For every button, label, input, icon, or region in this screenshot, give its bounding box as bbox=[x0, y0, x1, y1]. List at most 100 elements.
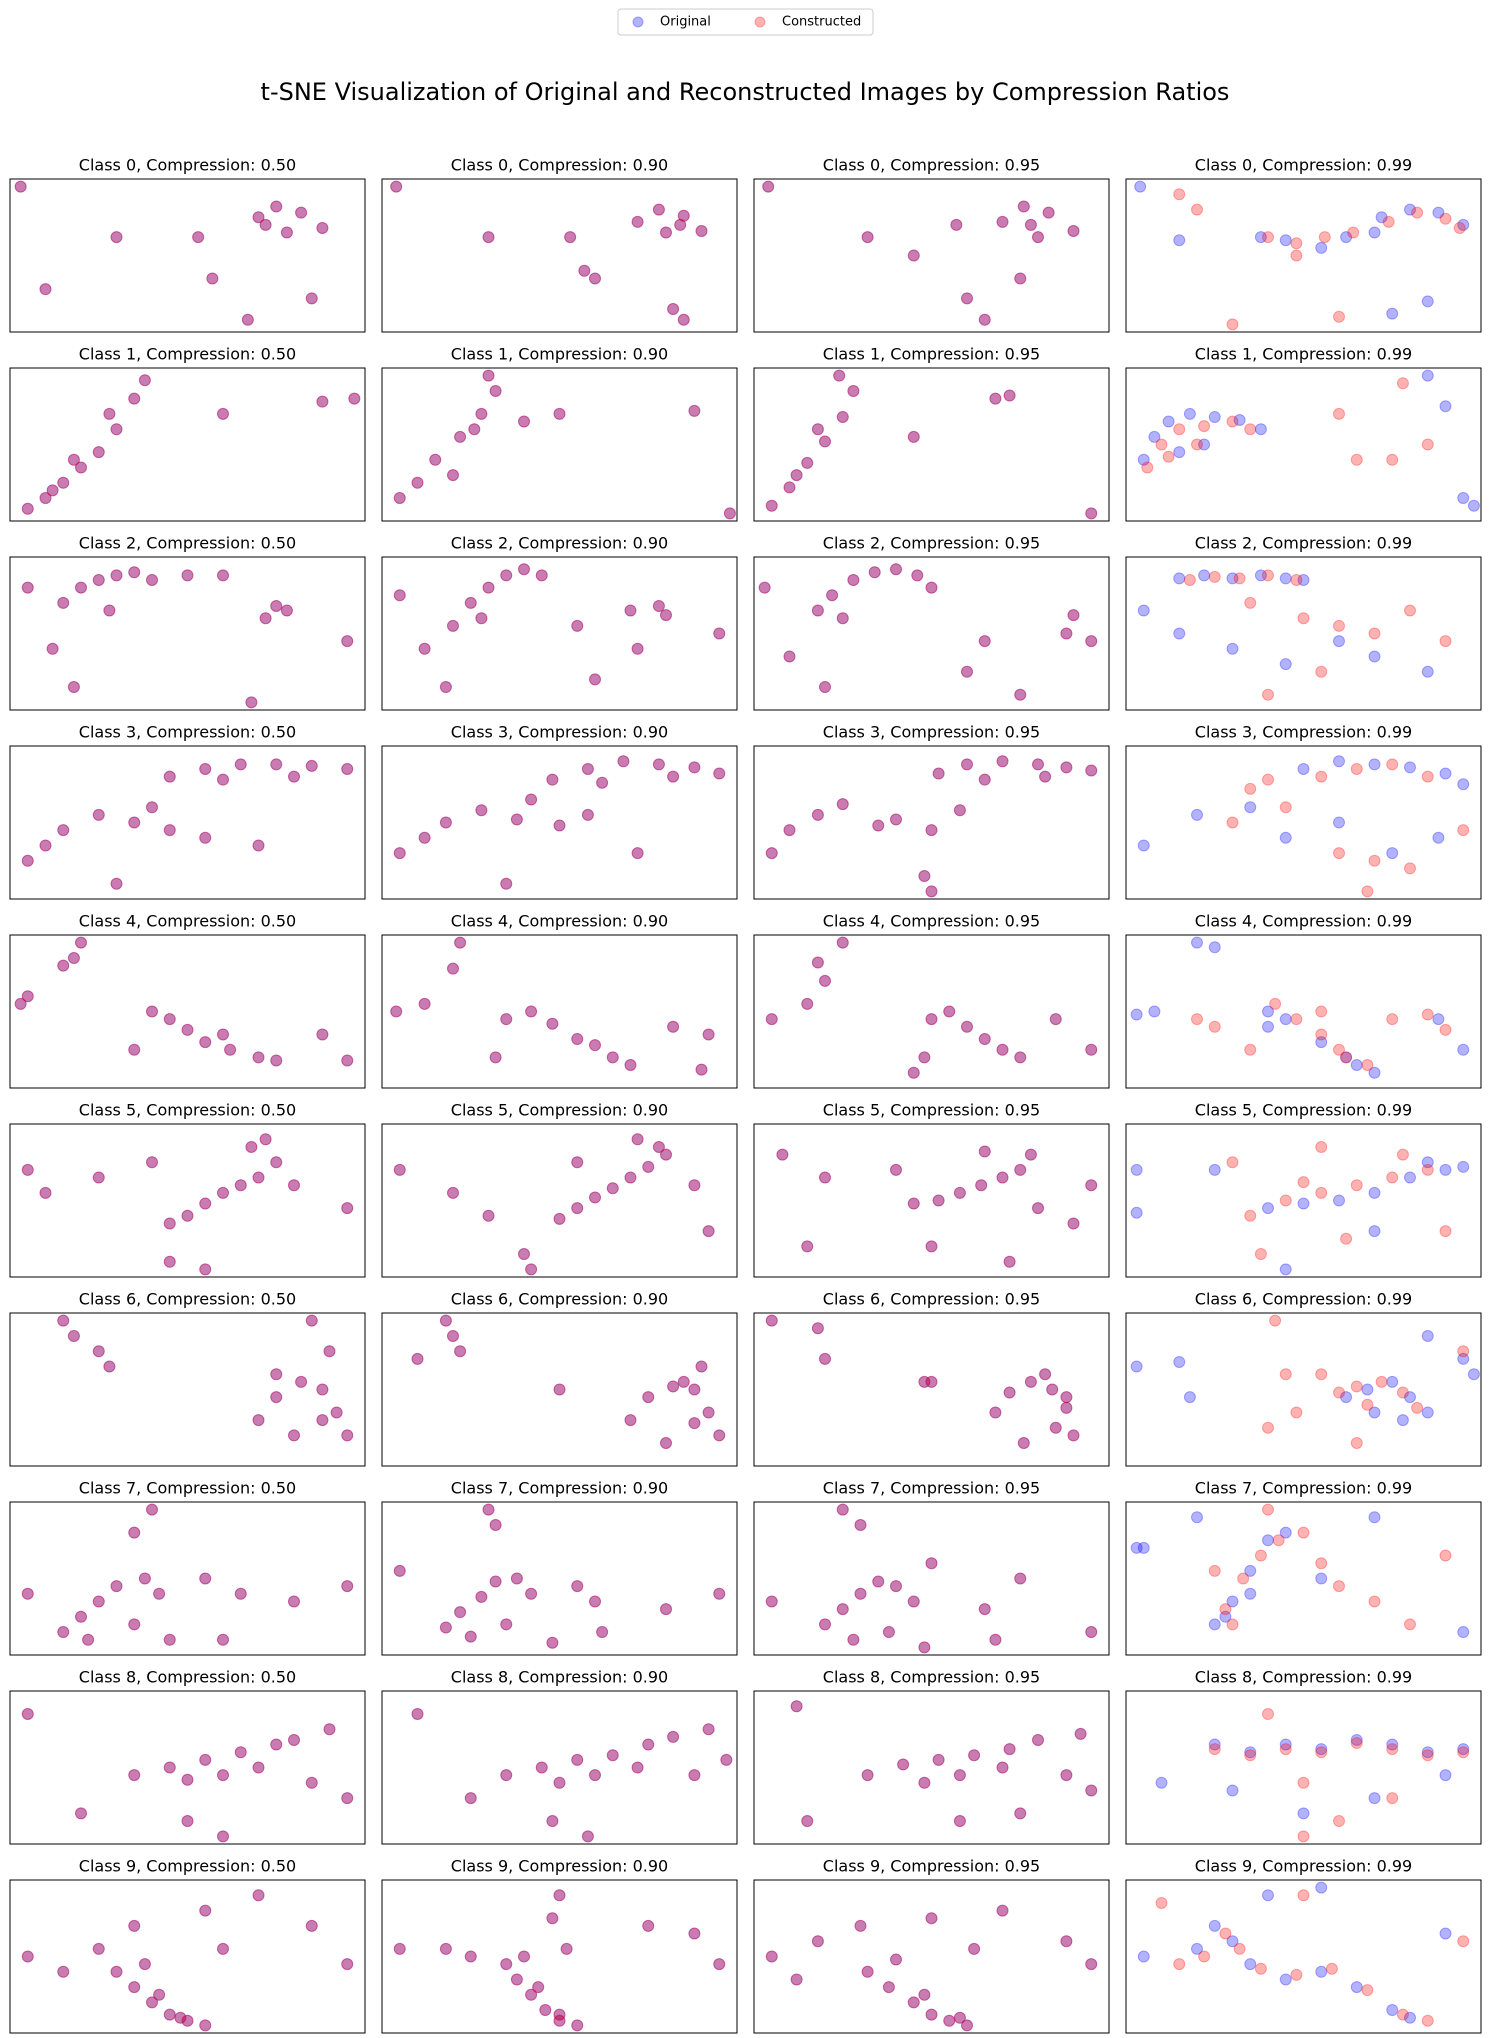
point bbox=[546, 773, 559, 786]
point bbox=[907, 249, 920, 262]
point bbox=[146, 801, 158, 814]
subplot-title: Class 7, Compression: 0.99 bbox=[1195, 1479, 1412, 1498]
point bbox=[1085, 1626, 1098, 1639]
point bbox=[801, 1815, 814, 1828]
point bbox=[174, 2011, 187, 2024]
legend-label: Original bbox=[660, 15, 711, 30]
point bbox=[918, 1776, 931, 1789]
point bbox=[21, 1587, 34, 1600]
point bbox=[1386, 1792, 1399, 1805]
axes-frame bbox=[381, 1312, 738, 1467]
point bbox=[861, 1965, 874, 1978]
subplot-title: Class 8, Compression: 0.50 bbox=[79, 1668, 296, 1687]
point bbox=[652, 203, 665, 216]
point bbox=[482, 1209, 495, 1222]
point bbox=[1262, 688, 1274, 701]
point bbox=[1067, 1429, 1080, 1442]
point bbox=[1039, 1368, 1052, 1381]
point bbox=[259, 1133, 272, 1146]
point bbox=[783, 481, 796, 494]
point bbox=[234, 1587, 247, 1600]
point bbox=[688, 1383, 701, 1396]
point bbox=[560, 1942, 573, 1955]
point bbox=[571, 1580, 584, 1593]
point bbox=[819, 681, 831, 694]
point bbox=[67, 951, 80, 964]
point bbox=[1315, 1005, 1328, 1018]
point bbox=[270, 758, 283, 771]
point bbox=[510, 813, 523, 826]
point bbox=[14, 997, 27, 1010]
point bbox=[163, 1217, 176, 1230]
point bbox=[21, 502, 34, 515]
point bbox=[21, 581, 34, 594]
point bbox=[765, 1595, 778, 1608]
subplot-title: Class 8, Compression: 0.90 bbox=[451, 1668, 668, 1687]
point bbox=[234, 1179, 247, 1192]
point bbox=[525, 1005, 538, 1018]
point bbox=[847, 384, 860, 397]
point bbox=[57, 1965, 70, 1978]
point bbox=[447, 962, 459, 975]
point bbox=[1386, 1171, 1399, 1184]
point bbox=[1254, 1962, 1267, 1975]
point bbox=[943, 1005, 956, 1018]
point bbox=[1396, 1414, 1409, 1427]
point bbox=[393, 589, 406, 602]
point bbox=[1074, 1727, 1087, 1740]
point bbox=[925, 2008, 938, 2021]
point bbox=[688, 1927, 701, 1940]
point bbox=[925, 1013, 938, 1026]
point bbox=[1315, 1036, 1328, 1049]
point bbox=[21, 990, 34, 1003]
point bbox=[882, 1981, 895, 1994]
point bbox=[1060, 1935, 1073, 1948]
point bbox=[1386, 1375, 1399, 1388]
point bbox=[217, 1942, 229, 1955]
point bbox=[181, 1773, 194, 1786]
subplot-title: Class 4, Compression: 0.50 bbox=[79, 912, 296, 931]
point bbox=[1014, 272, 1027, 285]
point bbox=[571, 1202, 584, 1215]
point bbox=[1421, 1156, 1434, 1169]
point bbox=[110, 231, 123, 244]
point bbox=[482, 1503, 495, 1516]
point bbox=[677, 1375, 690, 1388]
point bbox=[1014, 1051, 1027, 1064]
point bbox=[571, 1580, 584, 1593]
point bbox=[1350, 1437, 1363, 1450]
point bbox=[1137, 604, 1150, 617]
point bbox=[1350, 762, 1363, 775]
point bbox=[953, 1815, 966, 1828]
point bbox=[82, 1633, 95, 1646]
point bbox=[390, 180, 403, 193]
point bbox=[826, 589, 839, 602]
point bbox=[181, 2014, 194, 2027]
point bbox=[67, 681, 80, 694]
point bbox=[882, 1981, 895, 1994]
point bbox=[252, 1414, 265, 1427]
point bbox=[535, 569, 548, 582]
point bbox=[978, 1145, 991, 1158]
point bbox=[199, 1753, 212, 1766]
point bbox=[571, 2019, 584, 2032]
point bbox=[429, 453, 442, 466]
point bbox=[1350, 1981, 1363, 1994]
point bbox=[146, 1156, 158, 1169]
point bbox=[525, 1587, 538, 1600]
point bbox=[652, 758, 665, 771]
point bbox=[1067, 225, 1080, 238]
point bbox=[581, 762, 594, 775]
point bbox=[1386, 453, 1399, 466]
point bbox=[181, 569, 194, 582]
point bbox=[454, 936, 467, 949]
point bbox=[953, 1186, 966, 1199]
point bbox=[288, 1179, 300, 1192]
point bbox=[564, 231, 577, 244]
point bbox=[181, 1209, 194, 1222]
point bbox=[783, 824, 796, 837]
point bbox=[624, 1414, 637, 1427]
point bbox=[39, 283, 52, 296]
point bbox=[252, 1889, 265, 1902]
